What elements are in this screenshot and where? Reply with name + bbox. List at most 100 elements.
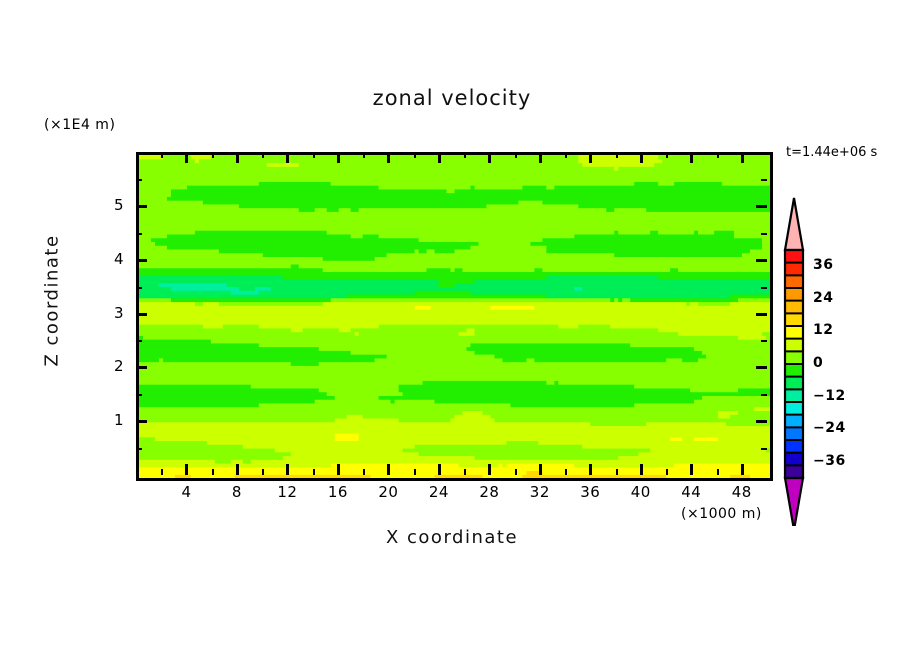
x-tick-major <box>235 464 239 475</box>
x-tick-label: 20 <box>378 483 399 501</box>
x-tick-major <box>538 464 542 475</box>
x-tick-major-top <box>437 152 441 163</box>
y-tick-major <box>136 312 147 316</box>
y-tick-minor-right <box>761 340 767 343</box>
y-tick-minor <box>136 178 142 181</box>
x-tick-major-top <box>690 152 694 163</box>
x-tick-minor-top <box>413 152 416 158</box>
x-tick-minor <box>363 469 366 475</box>
x-tick-minor <box>464 469 467 475</box>
x-axis-title: X coordinate <box>385 527 519 548</box>
x-tick-major-top <box>488 152 492 163</box>
colorbar-tick-label: −36 <box>813 452 846 469</box>
x-axis-unit-label: (×1000 m) <box>681 506 762 522</box>
x-tick-label: 36 <box>580 483 601 501</box>
y-tick-major <box>136 258 147 262</box>
x-tick-minor <box>211 469 214 475</box>
x-tick-major <box>185 464 189 475</box>
x-tick-minor-top <box>312 152 315 158</box>
y-tick-minor-right <box>761 286 767 289</box>
y-tick-label: 5 <box>113 195 124 214</box>
y-tick-major-right <box>756 258 767 262</box>
x-tick-label: 24 <box>428 483 449 501</box>
y-tick-minor-right <box>761 394 767 397</box>
y-tick-label: 1 <box>113 411 124 430</box>
x-tick-minor-top <box>716 152 719 158</box>
x-tick-major-top <box>387 152 391 163</box>
y-tick-major-right <box>756 420 767 424</box>
colorbar[interactable] <box>780 196 814 526</box>
x-tick-label: 4 <box>181 483 192 501</box>
x-tick-major <box>740 464 744 475</box>
x-tick-major-top <box>538 152 542 163</box>
x-tick-major-top <box>336 152 340 163</box>
x-tick-minor <box>312 469 315 475</box>
y-tick-major-right <box>756 204 767 208</box>
colorbar-tick-label: 24 <box>813 289 834 306</box>
x-tick-minor <box>514 469 517 475</box>
x-tick-label: 28 <box>479 483 500 501</box>
x-tick-label: 8 <box>231 483 242 501</box>
y-tick-major <box>136 420 147 424</box>
page-title: zonal velocity <box>372 86 532 110</box>
colorbar-tick-label: −24 <box>813 420 846 437</box>
colorbar-gradient <box>783 197 805 526</box>
x-tick-minor-top <box>262 152 265 158</box>
x-tick-minor-top <box>363 152 366 158</box>
x-tick-major-top <box>740 152 744 163</box>
x-tick-label: 12 <box>277 483 298 501</box>
x-tick-minor <box>615 469 618 475</box>
y-axis-unit-label: (×1E4 m) <box>44 117 116 133</box>
x-tick-minor-top <box>615 152 618 158</box>
x-tick-minor-top <box>514 152 517 158</box>
x-tick-major <box>488 464 492 475</box>
y-tick-label: 4 <box>113 249 124 268</box>
y-tick-minor <box>136 340 142 343</box>
y-tick-minor-right <box>761 448 767 451</box>
y-tick-major-right <box>756 312 767 316</box>
timestamp-annotation: t=1.44e+06 s <box>786 145 878 160</box>
x-tick-major <box>286 464 290 475</box>
y-tick-minor <box>136 232 142 235</box>
y-tick-label: 2 <box>113 357 124 376</box>
x-tick-major <box>336 464 340 475</box>
y-tick-major <box>136 204 147 208</box>
contour-plot-area[interactable] <box>136 152 773 481</box>
x-tick-minor <box>666 469 669 475</box>
x-tick-major-top <box>286 152 290 163</box>
x-tick-minor <box>716 469 719 475</box>
y-tick-minor <box>136 286 142 289</box>
y-tick-minor-right <box>761 178 767 181</box>
x-tick-minor <box>161 469 164 475</box>
x-tick-major <box>437 464 441 475</box>
x-tick-minor-top <box>161 152 164 158</box>
y-tick-minor <box>136 394 142 397</box>
x-tick-major <box>589 464 593 475</box>
x-tick-label: 40 <box>630 483 651 501</box>
colorbar-tick-label: 12 <box>813 322 834 339</box>
x-tick-major-top <box>589 152 593 163</box>
y-tick-major <box>136 366 147 370</box>
x-tick-minor-top <box>464 152 467 158</box>
x-tick-label: 16 <box>327 483 348 501</box>
colorbar-tick-label: 0 <box>813 355 824 371</box>
x-tick-major-top <box>235 152 239 163</box>
y-tick-minor <box>136 448 142 451</box>
x-tick-minor <box>413 469 416 475</box>
x-tick-label: 32 <box>529 483 550 501</box>
x-tick-major-top <box>185 152 189 163</box>
x-tick-major <box>639 464 643 475</box>
colorbar-tick-label: 36 <box>813 257 834 274</box>
x-tick-major <box>387 464 391 475</box>
y-tick-label: 3 <box>113 303 124 322</box>
x-tick-minor-top <box>211 152 214 158</box>
colorbar-tick-label: −12 <box>813 387 846 404</box>
x-tick-minor <box>565 469 568 475</box>
y-tick-major-right <box>756 366 767 370</box>
y-tick-minor-right <box>761 232 767 235</box>
x-tick-minor-top <box>565 152 568 158</box>
x-tick-label: 48 <box>731 483 752 501</box>
x-tick-minor <box>262 469 265 475</box>
x-tick-label: 44 <box>681 483 702 501</box>
